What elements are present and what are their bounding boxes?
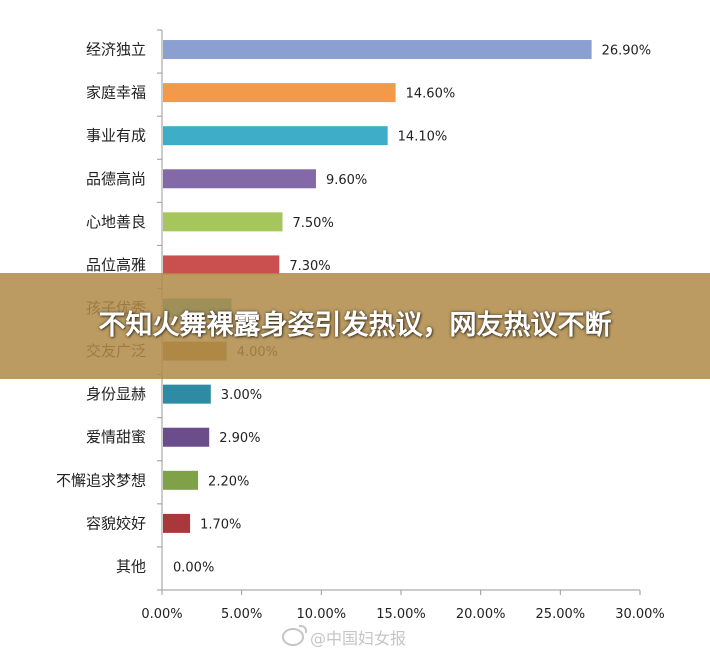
- data-label: 0.00%: [173, 560, 214, 575]
- x-tick-label: 0.00%: [141, 607, 182, 622]
- bar: [163, 212, 283, 232]
- category-label: 不懈追求梦想: [56, 471, 146, 489]
- data-label: 9.60%: [326, 173, 367, 188]
- data-label: 26.90%: [602, 44, 652, 59]
- data-label: 2.20%: [208, 474, 249, 489]
- category-label: 其他: [116, 557, 146, 575]
- bar: [163, 255, 280, 275]
- x-tick-label: 20.00%: [456, 607, 506, 622]
- bar: [163, 427, 210, 447]
- x-tick-label: 30.00%: [615, 607, 665, 622]
- bar: [163, 126, 388, 146]
- x-tick-label: 10.00%: [297, 607, 347, 622]
- weibo-icon: [282, 625, 307, 646]
- category-label: 品位高雅: [86, 256, 146, 274]
- bar: [163, 83, 396, 103]
- category-label: 容貌姣好: [86, 514, 146, 532]
- bar: [163, 40, 592, 60]
- x-tick-label: 5.00%: [221, 607, 262, 622]
- data-label: 3.00%: [221, 388, 262, 403]
- x-tick-label: 15.00%: [376, 607, 426, 622]
- watermark-text: @中国妇女报: [310, 629, 407, 648]
- category-label: 品德高尚: [86, 170, 146, 188]
- data-label: 7.30%: [289, 259, 330, 274]
- data-label: 2.90%: [219, 431, 260, 446]
- category-label: 家庭幸福: [86, 84, 146, 102]
- category-label: 身份显赫: [86, 385, 146, 403]
- category-label: 心地善良: [86, 213, 146, 231]
- data-label: 1.70%: [200, 517, 241, 532]
- data-label: 7.50%: [293, 216, 334, 231]
- x-tick-label: 25.00%: [536, 607, 586, 622]
- data-label: 14.10%: [398, 130, 448, 145]
- category-label: 事业有成: [86, 127, 146, 145]
- bar: [163, 384, 211, 404]
- bar: [163, 513, 191, 533]
- bar: [163, 470, 199, 490]
- watermark: @中国妇女报: [282, 624, 406, 650]
- category-label: 经济独立: [86, 41, 146, 59]
- data-label: 14.60%: [406, 87, 456, 102]
- headline-text: 不知火舞裸露身姿引发热议，网友热议不断: [98, 310, 612, 341]
- bar: [163, 169, 316, 189]
- headline-banner: 不知火舞裸露身姿引发热议，网友热议不断: [0, 273, 710, 379]
- category-label: 爱情甜蜜: [86, 428, 146, 446]
